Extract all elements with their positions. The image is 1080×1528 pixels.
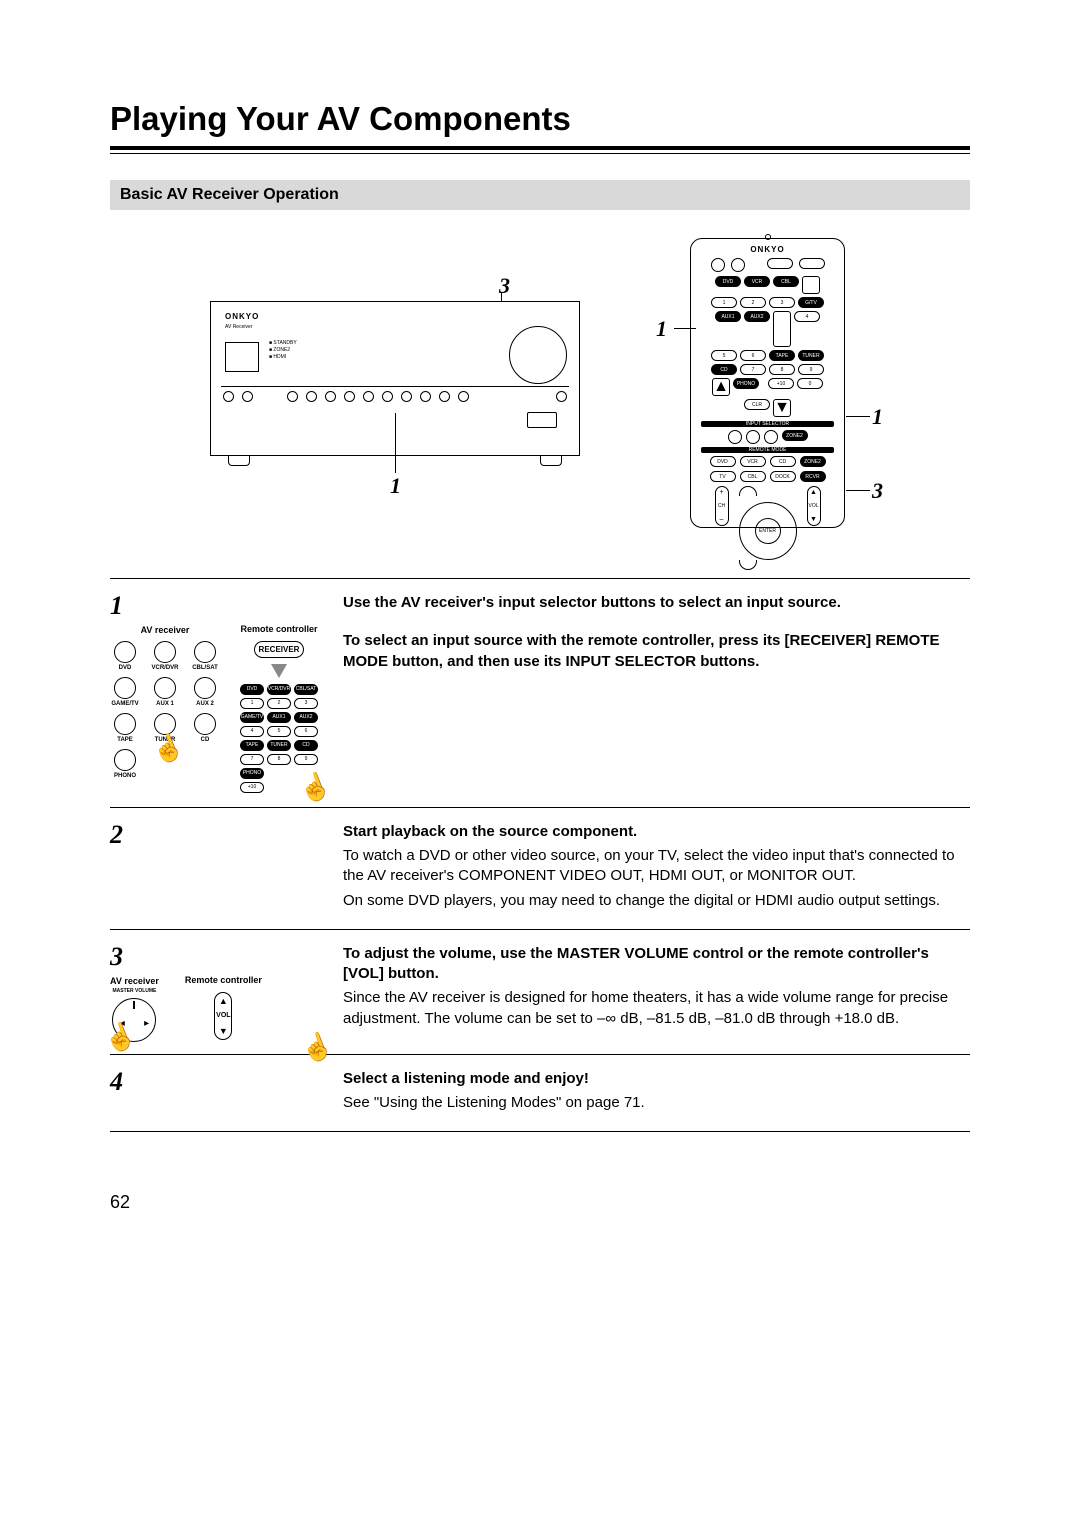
- remote-mini-grid: DVDVCR/DVRCBL/SAT123GAME/TVAUX1AUX2456TA…: [240, 684, 318, 793]
- remote-controller-label: Remote controller: [185, 976, 262, 986]
- callout-1: 1: [390, 473, 401, 499]
- receiver-model: AV Receiver: [225, 324, 252, 330]
- av-receiver-label: AV receiver: [110, 625, 220, 635]
- top-row: [701, 258, 834, 272]
- panel-port: [527, 412, 557, 428]
- top-menu-arc: [739, 486, 757, 496]
- step2-p1: To watch a DVD or other video source, on…: [343, 846, 970, 887]
- nav-ring: ENTER: [739, 502, 797, 560]
- diagrams-row: 3 ONKYO AV Receiver STANDBY ZONE2 HDMI: [110, 238, 970, 528]
- step2-bold: Start playback on the source component.: [343, 822, 970, 842]
- selector-grid: DVD VCR/DVR CBL/SAT GAME/TV AUX 1 AUX 2 …: [110, 641, 220, 779]
- selector-pill-rows: DVDVCRCBL 123 G/TVAUX1AUX2 456 TAPETUNER…: [701, 276, 834, 417]
- step-3: 3 AV receiver MASTER VOLUME ◂ ▸ ☝ Remote…: [110, 930, 970, 1055]
- step4-bold: Select a listening mode and enjoy!: [343, 1069, 970, 1089]
- step-num: 3: [110, 944, 325, 970]
- remote-shell: ONKYO DVDVCRCBL 123 G/TVAUX1AUX2 456 TAP…: [690, 238, 845, 528]
- callout-3-right: 3: [872, 478, 883, 504]
- callout-1-right: 1: [872, 404, 883, 430]
- step1-bold2: To select an input source with the remot…: [343, 631, 970, 672]
- step-num: 2: [110, 822, 325, 848]
- led-labels: STANDBY ZONE2 HDMI: [269, 340, 297, 361]
- remote-controller-label: Remote controller: [240, 625, 318, 635]
- callout-line: [846, 416, 870, 417]
- callout-line: [395, 413, 396, 473]
- return-arc: [739, 560, 757, 570]
- step2-p2: On some DVD players, you may need to cha…: [343, 891, 970, 911]
- remote-logo: ONKYO: [701, 245, 834, 254]
- master-volume-label: MASTER VOLUME: [110, 988, 159, 994]
- receiver-logo: ONKYO: [225, 312, 259, 321]
- step-4: 4 Select a listening mode and enjoy! See…: [110, 1055, 970, 1133]
- selector-row: [223, 390, 567, 404]
- power-button: [225, 342, 259, 372]
- step-num: 1: [110, 593, 325, 619]
- volume-knob-icon: [112, 998, 156, 1042]
- remote-diagram: 1 ONKYO DVDVCRCBL 123 G/TVAUX1AUX2 456 T…: [660, 238, 870, 528]
- step-num: 4: [110, 1069, 325, 1095]
- vol-pill: ▲ VOL ▼: [214, 992, 232, 1040]
- bar-remote-mode: REMOTE MODE: [701, 447, 834, 453]
- bar-input-selector: INPUT SELECTOR: [701, 421, 834, 427]
- ir-led: [765, 234, 771, 240]
- title-rule: [110, 146, 970, 154]
- nav-cluster: +CH– ENTER ▲VOL▼: [701, 486, 834, 570]
- av-receiver-label: AV receiver: [110, 976, 159, 986]
- callout-1-left: 1: [656, 316, 667, 342]
- section-header: Basic AV Receiver Operation: [110, 180, 970, 210]
- step3-bold: To adjust the volume, use the MASTER VOL…: [343, 944, 970, 985]
- mode-row: ZONE2: [701, 430, 834, 444]
- step-2: 2 Start playback on the source component…: [110, 808, 970, 930]
- page-title: Playing Your AV Components: [110, 100, 970, 138]
- step3-p1: Since the AV receiver is designed for ho…: [343, 988, 970, 1029]
- receiver-oval: RECEIVER: [254, 641, 305, 658]
- master-volume-knob: [509, 326, 567, 384]
- arrow-down-icon: [271, 664, 287, 678]
- divider: [221, 386, 569, 387]
- receiver-diagram: 3 ONKYO AV Receiver STANDBY ZONE2 HDMI: [210, 301, 580, 466]
- step4-p1: See "Using the Listening Modes" on page …: [343, 1093, 970, 1113]
- page-number: 62: [110, 1192, 970, 1213]
- callout-line: [846, 490, 870, 491]
- step1-bold1: Use the AV receiver's input selector but…: [343, 593, 970, 613]
- steps-table: 1 AV receiver DVD VCR/DVR CBL/SAT GAME/T…: [110, 578, 970, 1132]
- device-row: DVDVCRCDZONE2 TVCBLDOCKRCVR: [701, 456, 834, 482]
- step-1: 1 AV receiver DVD VCR/DVR CBL/SAT GAME/T…: [110, 579, 970, 808]
